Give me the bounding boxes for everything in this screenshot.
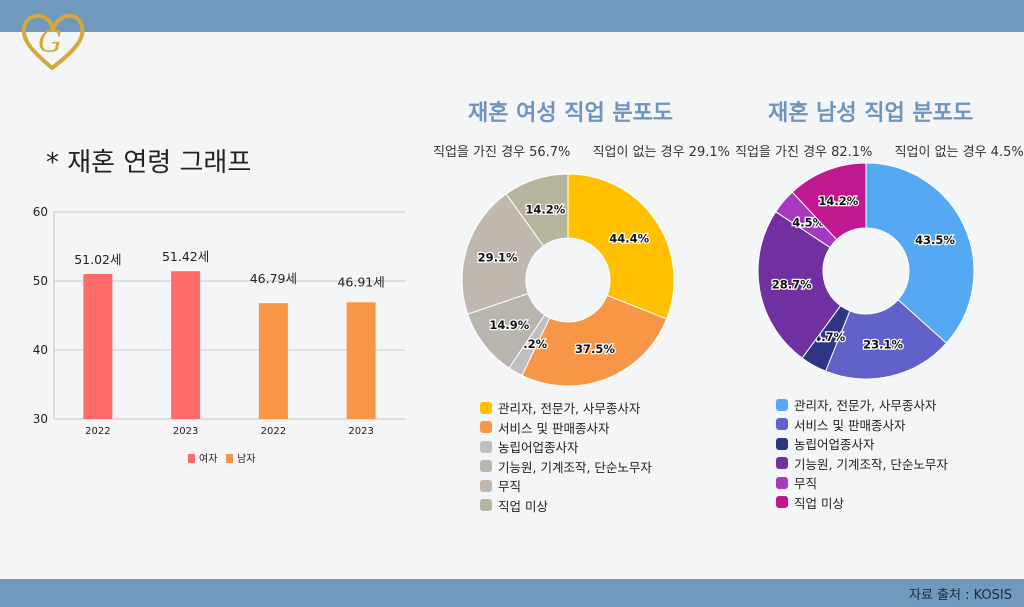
- bar-여자-2022: [83, 273, 113, 419]
- x-tick-label: 2022: [85, 426, 110, 437]
- legend-item: 직업 미상: [480, 496, 652, 516]
- top-banner: [0, 0, 1024, 32]
- y-tick-label: 60: [33, 205, 48, 219]
- slice-value-label: 14.2%: [818, 194, 858, 208]
- legend-label: 농립어업종사자: [498, 440, 579, 456]
- legend-swatch: [480, 440, 492, 453]
- bar-data-label: 51.02세: [74, 252, 121, 267]
- bar-data-label: 51.42세: [162, 249, 209, 264]
- legend-label: 관리자, 전문가, 사무종사자: [498, 401, 641, 417]
- legend-swatch: [480, 421, 492, 434]
- x-tick-label: 2023: [348, 426, 373, 437]
- legend-label: 서비스 및 판매종사자: [794, 417, 906, 433]
- donut-slice: [567, 173, 675, 320]
- female-pie-title: 재혼 여성 직업 분포도: [468, 101, 674, 126]
- legend-item: 관리자, 전문가, 사무종사자: [480, 398, 652, 418]
- legend-label: 여자: [199, 453, 217, 465]
- bar-section-title: * 재혼 연령 그래프: [46, 148, 252, 178]
- female-employed-text: 직업을 가진 경우 56.7%: [433, 145, 571, 160]
- donut-slice: [505, 173, 569, 247]
- male-pie-subtitle: 직업을 가진 경우 82.1% 직업이 없는 경우 4.5%: [735, 141, 1024, 160]
- legend-swatch: [776, 418, 788, 431]
- x-tick-label: 2022: [261, 426, 286, 437]
- legend-item: 농립어업종사자: [480, 437, 652, 457]
- male-employed-text: 직업을 가진 경우 82.1%: [735, 145, 873, 160]
- legend-item: 기능원, 기계조작, 단순노무자: [776, 454, 948, 474]
- legend-item: 농립어업종사자: [776, 434, 948, 454]
- legend-swatch: [480, 499, 492, 512]
- female-unemployed-text: 직업이 없는 경우 29.1%: [592, 145, 730, 160]
- legend-label: 무직: [794, 476, 818, 492]
- slice-value-label: 23.1%: [863, 338, 903, 352]
- female-pie-subtitle: 직업을 가진 경우 56.7% 직업이 없는 경우 29.1%: [433, 141, 748, 160]
- source-note: 자료 출처 : KOSIS: [908, 588, 1012, 603]
- legend-swatch: [226, 454, 233, 463]
- legend-label: 관리자, 전문가, 사무종사자: [794, 398, 937, 414]
- legend-label: 직업 미상: [498, 498, 548, 514]
- slice-value-label: 44.4%: [609, 231, 649, 245]
- age-bar-chart: 60 50 40 30 2022 2023 2022 2023 51.02세 51.42세 46.7…: [33, 205, 405, 465]
- y-tick-label: 30: [33, 412, 48, 426]
- legend-item: 서비스 및 판매종사자: [480, 418, 652, 438]
- x-tick-label: 2023: [173, 426, 198, 437]
- bar-남자-2022: [258, 303, 288, 419]
- legend-label: 기능원, 기계조작, 단순노무자: [794, 456, 948, 472]
- legend-label: 농립어업종사자: [794, 437, 875, 453]
- legend-label: 서비스 및 판매종사자: [498, 420, 610, 436]
- legend-label: 남자: [237, 453, 255, 465]
- legend-item: 무직: [480, 476, 652, 496]
- legend-item: 직업 미상: [776, 493, 948, 513]
- male-pie-title: 재혼 남성 직업 분포도: [768, 101, 974, 126]
- bar-남자-2023: [346, 302, 376, 419]
- male-job-donut-chart: 43.5%23.1%4.7%28.7%4.5%14.2%: [757, 162, 975, 380]
- legend-item: 무직: [776, 473, 948, 493]
- legend-label: 직업 미상: [794, 495, 844, 511]
- slice-value-label: 28.7%: [772, 277, 812, 291]
- bar-data-label: 46.91세: [337, 274, 384, 289]
- legend-item: 관리자, 전문가, 사무종사자: [776, 395, 948, 415]
- donut-slice: [791, 162, 867, 241]
- female-job-donut-chart: 44.4%37.5%3.2%14.9%29.1%14.2%: [461, 173, 675, 387]
- slice-value-label: 14.9%: [489, 318, 529, 332]
- legend-swatch: [776, 398, 788, 411]
- logo-icon: G: [21, 13, 85, 71]
- legend-swatch: [776, 496, 788, 509]
- legend-swatch: [480, 479, 492, 492]
- slice-value-label: 37.5%: [575, 342, 615, 356]
- legend-swatch: [480, 401, 492, 414]
- y-tick-label: 40: [33, 343, 48, 357]
- y-tick-label: 50: [33, 274, 48, 288]
- donut-slice: [865, 162, 975, 344]
- slice-value-label: 14.2%: [525, 203, 565, 217]
- donut-slice: [757, 211, 842, 359]
- legend-label: 무직: [498, 479, 522, 495]
- legend-swatch: [776, 457, 788, 470]
- donut-slice: [521, 294, 668, 387]
- legend-label: 기능원, 기계조작, 단순노무자: [498, 459, 652, 475]
- legend-swatch: [188, 454, 195, 463]
- male-unemployed-text: 직업이 없는 경우 4.5%: [894, 145, 1024, 160]
- bottom-banner: [0, 579, 1024, 607]
- donut-slice: [461, 193, 545, 315]
- donut-slice: [824, 299, 948, 380]
- legend-swatch: [776, 476, 788, 489]
- bar-여자-2023: [171, 271, 201, 419]
- bar-data-label: 46.79세: [250, 271, 297, 286]
- legend-item: 서비스 및 판매종사자: [776, 415, 948, 435]
- legend-swatch: [480, 460, 492, 473]
- legend-item: 기능원, 기계조작, 단순노무자: [480, 457, 652, 477]
- slice-value-label: 29.1%: [478, 250, 518, 264]
- legend-swatch: [776, 437, 788, 450]
- svg-text:G: G: [38, 25, 62, 60]
- slice-value-label: 43.5%: [915, 233, 955, 247]
